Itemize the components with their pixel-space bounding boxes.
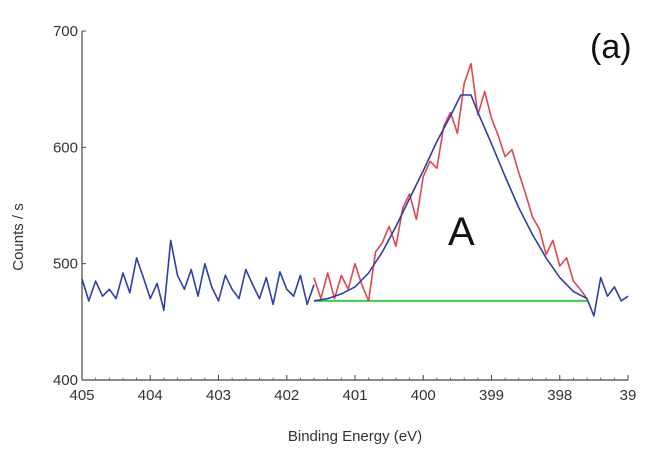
- series-line-2: [313, 94, 588, 302]
- y-tick-label: 400: [53, 372, 78, 389]
- x-tick-label: 404: [138, 387, 163, 404]
- x-tick-label: 39: [620, 387, 637, 404]
- series-line-0: [81, 239, 315, 312]
- x-tick-label: 402: [274, 387, 299, 404]
- y-tick-label: 600: [53, 139, 78, 156]
- panel-label: (a): [590, 28, 632, 66]
- series-line-3: [586, 276, 629, 317]
- x-tick-label: 401: [342, 387, 367, 404]
- x-tick-label: 400: [411, 387, 436, 404]
- y-axis-label: Counts / s: [10, 203, 27, 271]
- x-tick-label: 405: [69, 387, 94, 404]
- series-layer: [81, 62, 629, 317]
- axes-layer: 400 500 600 700 405 404 403 402 401 400 399 398 39: [53, 23, 636, 404]
- x-tick-label: 403: [206, 387, 231, 404]
- y-tick-label: 500: [53, 256, 78, 273]
- x-tick-label: 399: [479, 387, 504, 404]
- x-axis-label: Binding Energy (eV): [288, 428, 422, 445]
- series-line-1: [313, 62, 588, 302]
- x-tick-label: 398: [547, 387, 572, 404]
- y-tick-label: 700: [53, 23, 78, 40]
- peak-label: A: [448, 210, 475, 254]
